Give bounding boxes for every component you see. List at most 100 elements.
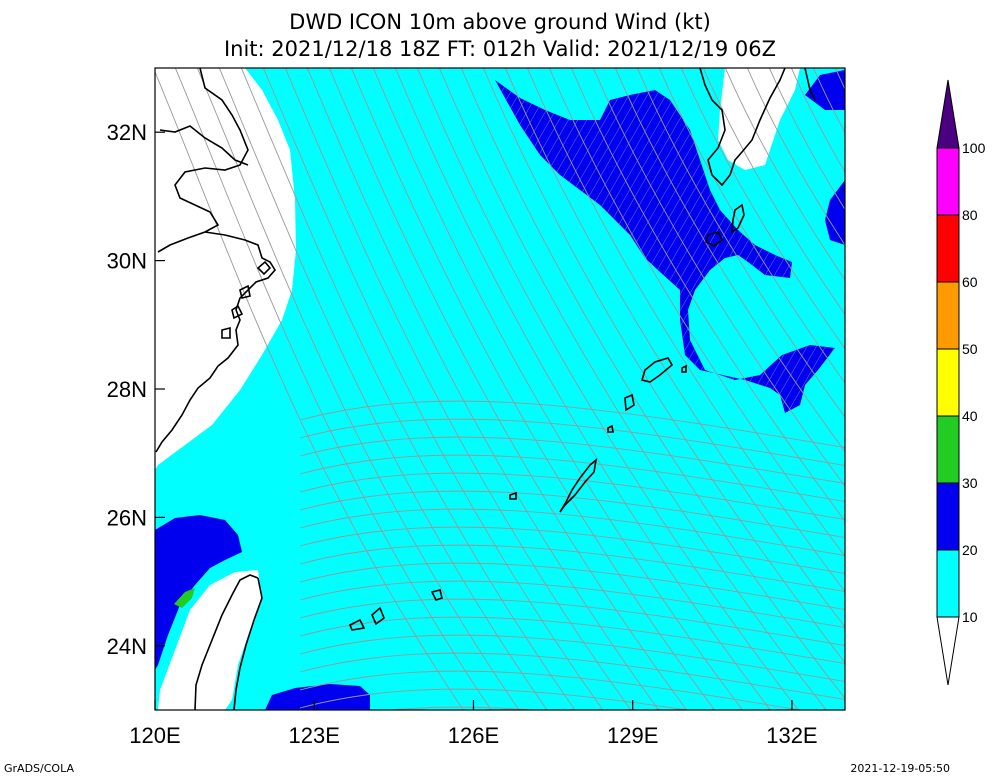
streamline — [299, 688, 690, 710]
coastline-kume — [509, 491, 517, 500]
streamline — [350, 68, 716, 710]
streamline — [299, 472, 845, 520]
streamline — [174, 68, 492, 710]
coastlines — [155, 68, 816, 710]
streamline — [482, 68, 845, 664]
y-tick-label: 28N — [107, 377, 147, 402]
streamline — [328, 68, 688, 710]
streamline-texture-blue — [495, 80, 835, 413]
colorbar-segment — [936, 415, 960, 484]
streamline — [791, 68, 845, 173]
y-tick-label: 26N — [107, 505, 147, 530]
streamline — [702, 68, 845, 316]
x-tick-label: 132E — [766, 723, 817, 748]
streamline — [299, 400, 845, 448]
calm-area-taiwan — [158, 570, 262, 710]
colorbar-segment — [936, 348, 960, 417]
streamline — [394, 68, 771, 710]
coastline-okinawa — [559, 458, 598, 513]
streamline — [680, 68, 845, 350]
colorbar-label: 100 — [962, 140, 986, 156]
streamline — [416, 68, 799, 710]
x-tick-label: 126E — [448, 723, 499, 748]
wind-fill-20-30-south — [265, 684, 370, 710]
streamline — [636, 68, 845, 418]
colorbar-segment — [936, 147, 960, 216]
streamline — [262, 68, 604, 710]
colorbar-legend: 100 80 60 50 40 30 20 10 — [936, 79, 986, 686]
streamline — [240, 68, 576, 710]
streamline — [724, 68, 845, 281]
colorbar-label: 50 — [962, 341, 978, 357]
colorbar-label: 30 — [962, 475, 978, 491]
colorbar-label: 10 — [962, 609, 978, 625]
coastline-small — [607, 364, 687, 433]
streamline — [299, 436, 845, 484]
coastline-islands-zhoushan — [221, 260, 272, 339]
y-tick-label: 32N — [107, 120, 147, 145]
wind-fill-20-30-southwest — [155, 515, 242, 670]
streamline — [155, 70, 464, 710]
streamline — [196, 68, 520, 710]
coastline-tokunoshima — [624, 393, 635, 412]
streamline — [299, 670, 803, 710]
coastline-kyushu — [699, 68, 786, 187]
streamline — [526, 68, 845, 593]
map-title: DWD ICON 10m above ground Wind (kt) — [289, 10, 711, 34]
streamline — [438, 68, 827, 710]
footer-timestamp: 2021-12-19-05:50 — [850, 762, 950, 775]
streamline — [299, 544, 845, 592]
streamline — [299, 454, 845, 502]
coastline-taiwan — [194, 574, 263, 710]
streamline — [299, 616, 845, 664]
y-tick-label: 30N — [107, 249, 147, 274]
streamline — [658, 68, 845, 384]
colorbar-label: 20 — [962, 542, 978, 558]
coastline-yakushima — [705, 231, 724, 247]
x-tick-label: 129E — [607, 723, 658, 748]
colorbar-segment — [936, 549, 960, 618]
colorbar-segment — [936, 482, 960, 551]
x-axis: 120E 123E 126E 129E 132E — [129, 700, 818, 748]
map-subtitle: Init: 2021/12/18 18Z FT: 012h Valid: 202… — [223, 37, 777, 61]
coastline-miyako — [430, 589, 443, 601]
coastline-china — [155, 68, 276, 453]
colorbar-label: 60 — [962, 274, 978, 290]
colorbar-segment — [936, 281, 960, 350]
wind-fill-20-30-right — [825, 180, 845, 245]
footer-credit: GrADS/COLA — [4, 762, 74, 775]
streamline — [548, 68, 845, 557]
colorbar-label: 80 — [962, 207, 978, 223]
streamline — [299, 580, 845, 628]
streamline — [614, 68, 845, 453]
streamline — [299, 598, 845, 646]
streamline — [299, 508, 845, 556]
y-tick-label: 24N — [107, 634, 147, 659]
wind-fill-30-40 — [174, 588, 195, 608]
wind-streamlines — [155, 68, 845, 710]
streamline — [284, 68, 632, 710]
streamline — [306, 68, 660, 710]
streamline — [299, 634, 845, 682]
colorbar-top-arrow — [936, 79, 960, 149]
streamline — [460, 68, 845, 700]
colorbar-segment — [936, 214, 960, 283]
streamline — [299, 526, 845, 574]
calm-area-kyushu — [718, 68, 800, 170]
streamline — [746, 68, 845, 247]
streamline — [504, 68, 845, 628]
coastline-tanegashima — [731, 203, 745, 234]
streamline — [372, 68, 744, 710]
streamline — [299, 490, 845, 538]
colorbar-bottom-arrow — [936, 616, 960, 686]
x-tick-label: 123E — [289, 723, 340, 748]
streamline — [570, 68, 845, 522]
streamline — [299, 418, 845, 466]
coastline-shikoku — [804, 68, 816, 101]
coastline-yangtze — [159, 125, 249, 166]
coastline-ishigaki — [348, 606, 385, 631]
streamline — [299, 562, 845, 610]
colorbar-label: 40 — [962, 408, 978, 424]
streamline — [299, 652, 845, 700]
